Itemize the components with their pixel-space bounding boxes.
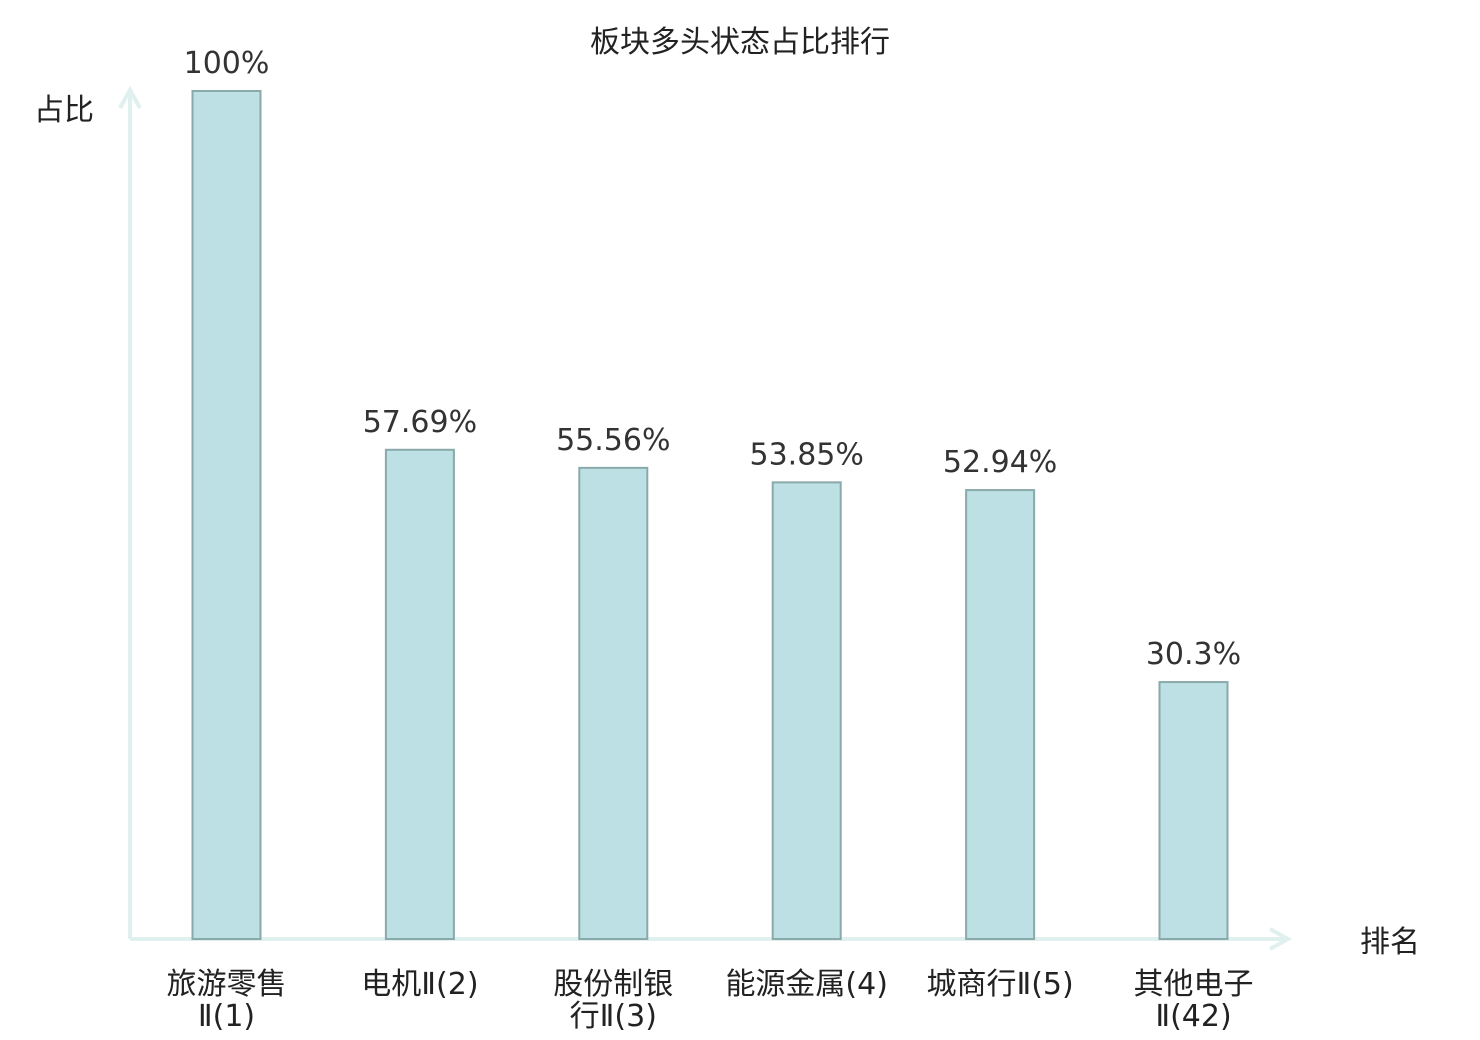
- category-label: 行Ⅱ(3): [570, 999, 657, 1034]
- value-label: 53.85%: [750, 437, 864, 472]
- value-label: 100%: [184, 46, 270, 81]
- y-axis-arrow: [118, 85, 142, 109]
- axes: [118, 85, 1293, 951]
- bar: [1158, 681, 1229, 941]
- bars: [191, 90, 1229, 941]
- category-label: Ⅱ(42): [1155, 999, 1231, 1034]
- x-axis-label: 排名: [1360, 925, 1420, 960]
- category-label: 城商行Ⅱ(5): [926, 967, 1073, 1002]
- x-axis-arrow: [1269, 927, 1293, 951]
- value-label: 30.3%: [1146, 637, 1241, 672]
- category-label: 其他电子: [1134, 967, 1254, 1002]
- chart-title: 板块多头状态占比排行: [590, 25, 890, 60]
- y-axis-label: 占比: [34, 93, 94, 128]
- value-label: 52.94%: [943, 445, 1057, 480]
- value-label: 55.56%: [556, 423, 670, 458]
- bar: [771, 481, 842, 940]
- bar: [384, 448, 455, 940]
- category-label: 电机Ⅱ(2): [361, 967, 478, 1002]
- category-label: 能源金属(4): [725, 967, 888, 1002]
- bar: [191, 90, 262, 940]
- category-label: 旅游零售: [167, 967, 287, 1002]
- bar: [578, 466, 649, 940]
- category-label: 股份制银: [553, 967, 673, 1002]
- value-label: 57.69%: [363, 405, 477, 440]
- bar: [965, 489, 1036, 940]
- value-labels: 100% 57.69% 55.56% 53.85% 52.94% 30.3%: [184, 46, 1242, 672]
- category-label: Ⅱ(1): [198, 999, 255, 1034]
